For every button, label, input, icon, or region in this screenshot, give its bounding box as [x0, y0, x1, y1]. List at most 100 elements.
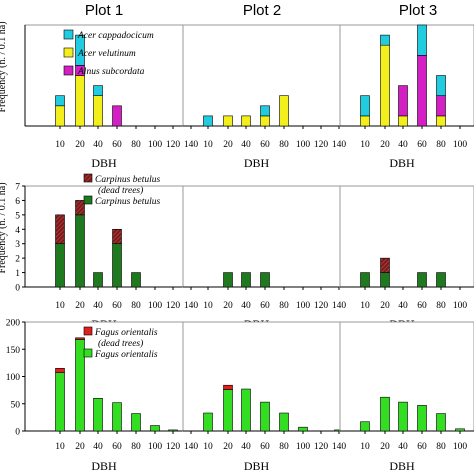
x-tick-label: 10 [360, 140, 370, 150]
x-tick-label: 80 [279, 442, 289, 452]
x-tick-label: 120 [166, 140, 181, 150]
legend-swatch [83, 195, 93, 205]
y-axis-label-row-1: Frequency (n. / 0.1 ha) [0, 21, 8, 112]
x-tick-label: 120 [314, 301, 329, 311]
bar-fagus-orientalis-dead-trees [223, 384, 233, 390]
x-tick-label: 60 [417, 442, 427, 452]
bar-carpinus-betulus [93, 272, 103, 288]
x-tick-label: 40 [398, 442, 408, 452]
x-tick-label: 100 [296, 140, 311, 150]
bar-carpinus-betulus [55, 243, 65, 288]
bar-fagus-orientalis [75, 339, 85, 432]
y-tick-label: 100 [6, 373, 21, 383]
bar-fagus-orientalis [223, 389, 233, 432]
legend: Acer cappadocicum Acer velutinum Alnus sub… [63, 29, 154, 77]
bar-acer-velutinum [223, 115, 233, 127]
bar-fagus-orientalis [360, 421, 370, 432]
x-tick-label: 80 [131, 301, 141, 311]
bar-fagus-orientalis [168, 429, 178, 432]
x-tick-label: 60 [112, 442, 122, 452]
x-tick-label: 100 [453, 140, 468, 150]
x-tick-label: 120 [314, 140, 329, 150]
bar-acer-velutinum [260, 115, 270, 127]
bar-acer-velutinum [279, 95, 289, 127]
x-tick-label: 60 [260, 140, 270, 150]
bar-fagus-orientalis [380, 396, 390, 432]
x-tick-label: 60 [260, 301, 270, 311]
legend-swatch [83, 348, 93, 358]
bar-carpinus-betulus [260, 272, 270, 288]
bar-acer-cappadocicum [380, 34, 390, 46]
y-tick-label: 6 [15, 197, 20, 207]
x-tick-label: 140 [332, 442, 347, 452]
x-tick-label: 80 [436, 442, 446, 452]
x-tick-label: 10 [55, 140, 65, 150]
x-tick-label: 80 [279, 301, 289, 311]
plot-area [24, 185, 184, 288]
x-tick-label: 120 [166, 301, 181, 311]
plot-title-1: Plot 1 [85, 2, 123, 19]
x-tick-label: 60 [260, 442, 270, 452]
bar-acer-velutinum [241, 115, 251, 127]
x-tick-label: 80 [436, 301, 446, 311]
bar-acer-cappadocicum [260, 105, 270, 117]
x-tick-label: 20 [380, 301, 390, 311]
y-tick-label: 150 [6, 346, 21, 356]
x-tick-label: 20 [223, 442, 233, 452]
bar-acer-cappadocicum [93, 85, 103, 96]
x-tick-label: 10 [55, 301, 65, 311]
x-tick-label: 80 [436, 140, 446, 150]
x-tick-label: 10 [360, 301, 370, 311]
x-axis-label: DBH [91, 459, 117, 473]
x-axis-label: DBH [389, 156, 415, 170]
x-tick-label: 20 [75, 442, 85, 452]
bar-alnus-subcordata [417, 54, 427, 127]
y-tick-label: 0 [15, 428, 20, 438]
x-tick-label: 20 [380, 442, 390, 452]
x-tick-label: 100 [148, 140, 163, 150]
bar-alnus-subcordata [398, 85, 408, 117]
bar-carpinus-betulus [75, 214, 85, 288]
bar-carpinus-betulus-dead-trees [55, 214, 65, 245]
x-tick-label: 140 [184, 301, 199, 311]
x-tick-label: 140 [332, 140, 347, 150]
bar-carpinus-betulus [360, 272, 370, 288]
legend-swatch [83, 173, 93, 183]
bar-acer-cappadocicum [436, 75, 446, 97]
legend-label: Fagus orientalis [94, 328, 158, 338]
bar-fagus-orientalis [131, 413, 141, 432]
bar-carpinus-betulus [417, 272, 427, 288]
x-tick-label: 100 [148, 442, 163, 452]
legend-swatch [63, 29, 74, 40]
x-tick-label: 80 [131, 442, 141, 452]
bar-fagus-orientalis [455, 428, 465, 432]
legend-label: Acer cappadocicum [77, 31, 154, 41]
x-tick-label: 40 [398, 140, 408, 150]
x-tick-label: 20 [380, 140, 390, 150]
y-tick-label: 2 [15, 255, 20, 265]
legend: Fagus orientalis(dead trees)Fagus orient… [83, 326, 158, 360]
x-tick-label: 40 [93, 140, 103, 150]
bar-acer-velutinum [436, 115, 446, 127]
x-axis-label: DBH [91, 156, 117, 170]
bar-acer-cappadocicum [360, 95, 370, 117]
legend: Carpinus betulus(dead trees)Carpinus bet… [83, 173, 160, 207]
bar-fagus-orientalis [55, 372, 65, 432]
y-tick-label: 3 [15, 240, 20, 250]
x-axis-label: DBH [244, 156, 270, 170]
bar-acer-velutinum [360, 115, 370, 127]
bar-acer-cappadocicum [75, 34, 85, 66]
x-tick-label: 20 [223, 140, 233, 150]
chart-panel-3: 10 20 40 60 80 100 DBH [339, 24, 474, 170]
bar-fagus-orientalis [203, 412, 213, 432]
x-tick-label: 60 [112, 301, 122, 311]
x-tick-label: 120 [314, 442, 329, 452]
y-tick-label: 200 [6, 319, 21, 329]
x-tick-label: 80 [279, 140, 289, 150]
legend-label: Fagus orientalis [94, 350, 158, 360]
